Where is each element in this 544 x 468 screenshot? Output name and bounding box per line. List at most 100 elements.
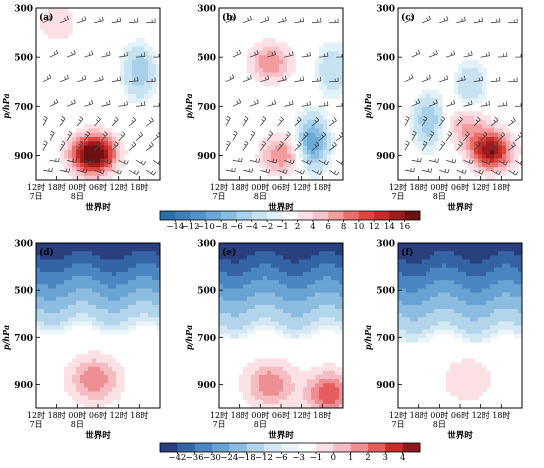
- wind-barb: [507, 120, 516, 127]
- heatmap-cell: [398, 263, 403, 269]
- heatmap-cell: [323, 259, 328, 265]
- heatmap-cell: [295, 128, 300, 134]
- heatmap-cell: [100, 317, 105, 322]
- heatmap-cell: [60, 267, 65, 273]
- heatmap-cell: [148, 267, 153, 273]
- heatmap-cell: [156, 288, 160, 294]
- heatmap-cell: [263, 259, 268, 265]
- wind-barb-flag: [148, 119, 152, 123]
- heatmap-cell: [450, 243, 455, 248]
- heatmap-cell: [267, 42, 272, 48]
- heatmap-cell: [76, 145, 81, 151]
- heatmap-cell: [243, 276, 248, 281]
- heatmap-cell: [156, 321, 160, 327]
- wind-barb-flag: [233, 130, 238, 134]
- heatmap-cell: [303, 375, 308, 380]
- heatmap-cell: [303, 288, 308, 294]
- heatmap-cell: [426, 292, 431, 298]
- heatmap-cell: [235, 267, 240, 273]
- wind-barb-flag: [405, 118, 409, 122]
- wind-barb: [411, 132, 417, 141]
- heatmap-cell: [414, 259, 419, 265]
- heatmap-cell: [466, 115, 471, 121]
- heatmap-cell: [418, 115, 423, 121]
- heatmap-cell: [96, 313, 101, 318]
- heatmap-cell: [506, 259, 511, 265]
- heatmap-cell: [68, 16, 73, 22]
- heatmap-cell: [319, 309, 324, 314]
- heatmap-cell: [144, 313, 149, 318]
- heatmap-cell: [307, 321, 312, 327]
- heatmap-cell: [283, 42, 288, 48]
- x-axis-label: 世界时: [85, 430, 111, 441]
- heatmap-cell: [152, 59, 157, 65]
- heatmap-cell: [458, 329, 463, 335]
- heatmap-cell: [426, 296, 431, 302]
- heatmap-cell: [406, 313, 411, 318]
- wind-barb-flag: [505, 161, 508, 165]
- wind-barb-flag: [46, 76, 49, 80]
- heatmap-cell: [255, 403, 260, 408]
- heatmap-cell: [458, 85, 463, 91]
- heatmap-cell: [478, 94, 483, 99]
- heatmap-cell: [478, 124, 483, 129]
- wind-barb: [328, 120, 337, 127]
- heatmap-cell: [80, 149, 85, 155]
- heatmap-cell: [255, 395, 260, 401]
- heatmap-cell: [223, 247, 228, 252]
- colorbar-label: 1: [348, 453, 353, 463]
- heatmap-cell: [482, 300, 487, 306]
- heatmap-cell: [466, 358, 471, 364]
- wind-barb-flag: [481, 76, 484, 81]
- heatmap-cell: [96, 154, 101, 160]
- wind-barb: [490, 21, 501, 24]
- heatmap-cell: [331, 362, 336, 368]
- heatmap-cell: [271, 141, 276, 147]
- heatmap-cell: [422, 292, 427, 298]
- wind-barb-flag: [106, 159, 109, 163]
- wind-barb-flag: [441, 116, 446, 120]
- y-tick-label: 300: [376, 5, 395, 15]
- heatmap-cell: [76, 300, 81, 306]
- heatmap-cell: [287, 325, 292, 331]
- wind-barb-flag: [254, 101, 256, 105]
- heatmap-cell: [410, 128, 415, 134]
- heatmap-cell: [307, 391, 312, 397]
- heatmap-cell: [450, 391, 455, 397]
- heatmap-cell: [80, 362, 85, 368]
- heatmap-cell: [462, 72, 467, 78]
- heatmap-cell: [450, 284, 455, 289]
- heatmap-cell: [40, 296, 45, 302]
- heatmap-cell: [462, 68, 467, 74]
- heatmap-cell: [112, 391, 117, 397]
- heatmap-cell: [267, 304, 272, 310]
- heatmap-cell: [426, 141, 431, 147]
- heatmap-cell: [307, 154, 312, 160]
- heatmap-cell: [414, 329, 419, 335]
- heatmap-cell: [219, 251, 224, 256]
- heatmap-cell: [255, 370, 260, 376]
- heatmap-cell: [275, 162, 280, 168]
- wind-barb-flag: [298, 141, 302, 145]
- heatmap-cell: [283, 379, 288, 384]
- heatmap-cell: [263, 255, 268, 261]
- heatmap-cell: [112, 370, 117, 376]
- heatmap-cell: [283, 167, 288, 172]
- heatmap-cell: [462, 317, 467, 322]
- heatmap-cell: [251, 276, 256, 281]
- heatmap-cell: [490, 154, 495, 160]
- heatmap-cell: [104, 137, 109, 142]
- heatmap-cell: [470, 141, 475, 147]
- heatmap-cell: [255, 391, 260, 397]
- heatmap-cell: [299, 375, 304, 380]
- heatmap-cell: [52, 300, 57, 306]
- heatmap-cell: [458, 263, 463, 269]
- heatmap-cell: [299, 149, 304, 155]
- heatmap-cell: [148, 288, 153, 294]
- heatmap-cell: [402, 309, 407, 314]
- heatmap-cell: [136, 255, 141, 261]
- heatmap-cell: [438, 304, 443, 310]
- heatmap-cell: [263, 317, 268, 322]
- heatmap-cell: [311, 383, 316, 388]
- heatmap-cell: [263, 55, 268, 61]
